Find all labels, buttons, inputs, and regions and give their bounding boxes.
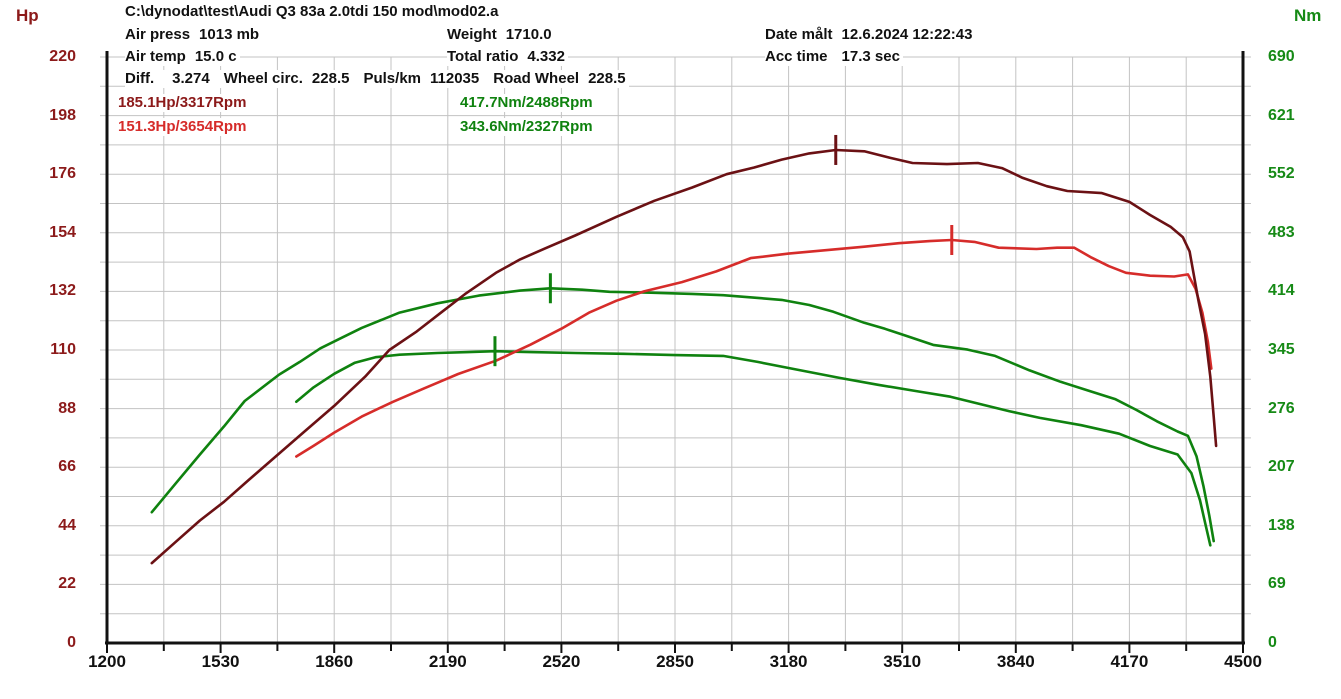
hp-tick-label-176: 176: [49, 165, 76, 183]
nm-tick-label-276: 276: [1268, 399, 1295, 417]
nm-tick-label-621: 621: [1268, 106, 1295, 124]
hp-tick-label-66: 66: [58, 458, 76, 476]
hp-tick-label-154: 154: [49, 223, 76, 241]
nm-tick-label-138: 138: [1268, 516, 1295, 534]
rpm-tick-label-1860: 1860: [315, 652, 354, 671]
hp-tick-label-0: 0: [67, 634, 76, 651]
total-ratio-value: 4.332: [527, 48, 565, 65]
hp-axis-unit: Hp: [16, 6, 39, 25]
rpm-tick-label-4170: 4170: [1110, 652, 1149, 671]
nm-tick-label-483: 483: [1268, 223, 1295, 241]
air-press-label: Air press: [125, 26, 191, 43]
drivetrain-field: Diff. 3.274 Wheel circ. 228.5 Puls/km 112035 R…: [125, 70, 629, 88]
hp-tick-label-22: 22: [58, 575, 76, 593]
air-temp-value: 15.0 c: [194, 48, 237, 65]
rpm-tick-label-4500: 4500: [1224, 652, 1262, 671]
nm-tick-label-0: 0: [1268, 634, 1277, 651]
acc-time-value: 17.3 sec: [841, 48, 900, 65]
total-ratio-label: Total ratio: [447, 48, 519, 65]
air-press-value: 1013 mb: [199, 26, 260, 43]
legend-hp-modified: 185.1Hp/3317Rpm: [118, 94, 251, 112]
puls-km-label: Puls/km: [363, 70, 421, 87]
wheel-circ-label: Wheel circ.: [223, 70, 303, 87]
date-field: Date målt 12.6.2024 12:22:43: [765, 26, 972, 44]
nm-tick-label-207: 207: [1268, 458, 1295, 476]
diff-value: 3.274: [172, 70, 210, 87]
air-temp-label: Air temp: [125, 48, 186, 65]
file-path-title: C:\dynodat\test\Audi Q3 83a 2.0tdi 150 m…: [125, 3, 499, 20]
wheel-circ-value: 228.5: [311, 70, 350, 87]
diff-label: Diff.: [125, 70, 155, 87]
hp-tick-label-88: 88: [58, 399, 76, 417]
hp-tick-label-44: 44: [58, 516, 76, 534]
nm-tick-label-690: 690: [1268, 48, 1295, 65]
air-temp-field: Air temp 15.0 c: [125, 48, 240, 66]
curve-torque_original_Nm: [294, 349, 1212, 547]
hp-tick-label-132: 132: [49, 282, 76, 300]
rpm-tick-label-2190: 2190: [428, 652, 467, 671]
puls-km-value: 112035: [430, 70, 480, 87]
weight-value: 1710.0: [505, 26, 552, 43]
total-ratio-field: Total ratio 4.332: [447, 48, 568, 66]
air-press-field: Air press 1013 mb: [125, 26, 259, 44]
rpm-tick-label-3180: 3180: [769, 652, 808, 671]
acc-time-label: Acc time: [765, 48, 828, 65]
rpm-tick-label-3840: 3840: [996, 652, 1035, 671]
nm-tick-label-414: 414: [1268, 282, 1295, 300]
curve-power_original_Hp: [294, 238, 1213, 458]
legend-nm-modified: 417.7Nm/2488Rpm: [460, 94, 597, 112]
weight-label: Weight: [447, 26, 497, 43]
hp-tick-label-110: 110: [50, 341, 76, 358]
nm-tick-label-552: 552: [1268, 165, 1295, 183]
hp-tick-label-198: 198: [49, 106, 76, 124]
nm-tick-label-69: 69: [1268, 575, 1286, 593]
rpm-tick-label-2850: 2850: [656, 652, 694, 671]
nm-tick-label-345: 345: [1268, 341, 1295, 358]
curve-power_modified_Hp: [150, 148, 1218, 565]
rpm-tick-label-1530: 1530: [201, 652, 240, 671]
date-value: 12.6.2024 12:22:43: [841, 26, 973, 43]
road-wheel-value: 228.5: [588, 70, 626, 87]
road-wheel-label: Road Wheel: [493, 70, 580, 87]
nm-axis-unit: Nm: [1294, 6, 1322, 25]
rpm-tick-label-2520: 2520: [542, 652, 581, 671]
hp-tick-label-220: 220: [49, 48, 76, 65]
curve-torque_modified_Nm: [150, 286, 1215, 543]
rpm-tick-label-3510: 3510: [883, 652, 922, 671]
rpm-tick-label-1200: 1200: [88, 652, 126, 671]
acc-time-field: Acc time 17.3 sec: [765, 48, 903, 66]
legend-hp-original: 151.3Hp/3654Rpm: [118, 118, 251, 136]
weight-field: Weight 1710.0: [447, 26, 552, 44]
legend-nm-original: 343.6Nm/2327Rpm: [460, 118, 597, 136]
date-label: Date målt: [765, 26, 833, 43]
